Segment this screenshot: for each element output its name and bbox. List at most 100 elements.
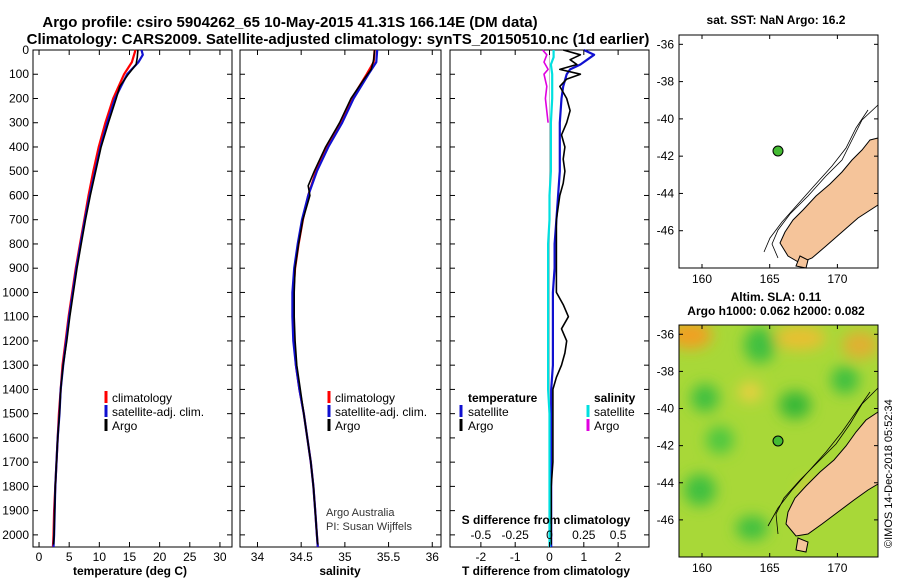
lon-tick-label: 165 — [760, 272, 780, 286]
sst-map-title: sat. SST: NaN Argo: 16.2 — [707, 13, 846, 27]
depth-tick-label: 1700 — [2, 455, 29, 469]
x-tick-label: 36 — [426, 550, 440, 564]
lat-tick-label: -38 — [657, 75, 675, 89]
series-salinity-argo — [541, 49, 549, 123]
depth-tick-label: 200 — [9, 91, 29, 105]
s-diff-tick-label: 0 — [546, 528, 553, 542]
depth-tick-label: 600 — [9, 188, 29, 202]
sst-map-island — [795, 255, 809, 269]
salinity-axes-frame — [239, 49, 442, 548]
temperature-legend: climatology satellite-adj. clim. Argo — [104, 391, 204, 433]
legend-label-sal-argo: Argo — [594, 419, 620, 433]
x-tick-label: 5 — [66, 550, 73, 564]
x-tick-label: 0 — [36, 550, 43, 564]
legend-title-temperature: temperature — [468, 391, 538, 405]
sla-map-float-marker — [772, 435, 784, 447]
depth-tick-label: 1400 — [2, 382, 29, 396]
sla-map-land — [785, 411, 879, 537]
lat-tick-label: -38 — [657, 364, 675, 378]
depth-tick-label: 1900 — [2, 504, 29, 518]
imos-timestamp: ©IMOS 14-Dec-2018 05:52:34 — [883, 399, 895, 548]
title-line-2: Climatology: CARS2009. Satellite-adjuste… — [27, 31, 650, 48]
sla-map-frame — [678, 324, 879, 558]
legend-title-salinity: salinity — [594, 391, 636, 405]
credit-line-2: PI: Susan Wijffels — [326, 521, 412, 533]
salinity-legend: climatology satellite-adj. clim. Argo — [327, 391, 427, 433]
depth-tick-label: 700 — [9, 213, 29, 227]
credit-line-1: Argo Australia — [326, 507, 395, 519]
depth-tick-label: 0 — [22, 43, 29, 57]
s-diff-tick-label: -0.5 — [471, 528, 492, 542]
lon-tick-label: 160 — [692, 561, 712, 575]
series-salinity-satellite — [546, 50, 555, 547]
temperature-panel: 0100200300400500600700800900100011001200… — [2, 43, 233, 564]
legend-label-argo: Argo — [112, 419, 138, 433]
difference-panel: -2 -1 0 1 2 temperature satellite Argo salin… — [449, 49, 650, 564]
salinity-x-label: salinity — [319, 564, 361, 578]
lat-tick-label: -36 — [657, 327, 675, 341]
lon-tick-label: 165 — [760, 561, 780, 575]
x-tick-label: -1 — [510, 550, 521, 564]
x-tick-label: 35 — [338, 550, 352, 564]
sst-map-contour-2000 — [763, 109, 869, 253]
t-difference-label: T difference from climatology — [462, 564, 630, 578]
depth-tick-label: 300 — [9, 116, 29, 130]
legend-label-sal-satellite: satellite — [594, 405, 635, 419]
s-difference-label: S difference from climatology — [462, 513, 631, 527]
lon-tick-label: 170 — [827, 561, 847, 575]
salinity-panel: 34 34.5 35 35.5 36 climatology satellite-adj… — [239, 49, 442, 564]
legend-label-satellite: satellite-adj. clim. — [335, 405, 427, 419]
legend-label-temp-satellite: satellite — [468, 405, 509, 419]
depth-tick-label: 1200 — [2, 334, 29, 348]
depth-tick-label: 1600 — [2, 431, 29, 445]
depth-tick-label: 1300 — [2, 358, 29, 372]
depth-tick-label: 1100 — [3, 310, 29, 324]
depth-tick-label: 1500 — [2, 407, 29, 421]
s-diff-tick-label: 0.5 — [610, 528, 627, 542]
depth-tick-label: 500 — [9, 164, 29, 178]
sst-map-float-marker — [772, 145, 784, 157]
legend-label-temp-argo: Argo — [468, 419, 494, 433]
x-tick-label: 15 — [123, 550, 137, 564]
legend-label-climatology: climatology — [335, 391, 395, 405]
x-tick-label: 20 — [153, 550, 167, 564]
depth-tick-label: 1800 — [2, 479, 29, 493]
x-tick-label: 35.5 — [377, 550, 401, 564]
lat-tick-label: -46 — [657, 513, 675, 527]
x-tick-label: 30 — [213, 550, 227, 564]
depth-tick-label: 400 — [9, 140, 29, 154]
sla-map-contour-2000 — [767, 391, 871, 527]
s-diff-tick-label: -0.25 — [502, 528, 530, 542]
sla-map-title-1: Altim. SLA: 0.11 — [731, 290, 822, 304]
legend-label-argo: Argo — [335, 419, 361, 433]
x-tick-label: 25 — [183, 550, 197, 564]
lat-tick-label: -42 — [657, 439, 675, 453]
title-line-1: Argo profile: csiro 5904262_65 10-May-20… — [42, 14, 537, 31]
lat-tick-label: -42 — [657, 149, 675, 163]
series-argo — [293, 49, 376, 545]
lon-tick-label: 160 — [692, 272, 712, 286]
lat-tick-label: -40 — [657, 402, 675, 416]
temperature-x-label: temperature (deg C) — [73, 564, 187, 578]
depth-tick-label: 900 — [9, 261, 29, 275]
x-tick-label: 1 — [580, 550, 587, 564]
difference-legend: temperature satellite Argo salinity sate… — [459, 391, 636, 433]
sst-map-contour-1000 — [771, 104, 879, 259]
depth-tick-label: 2000 — [2, 528, 29, 542]
lon-tick-label: 170 — [827, 272, 847, 286]
x-tick-label: 34.5 — [289, 550, 313, 564]
x-tick-label: 34 — [251, 550, 265, 564]
x-tick-label: 2 — [615, 550, 622, 564]
lat-tick-label: -44 — [657, 186, 675, 200]
lat-tick-label: -40 — [657, 112, 675, 126]
temperature-axes-frame — [32, 49, 233, 548]
depth-tick-label: 100 — [9, 67, 29, 81]
lat-tick-label: -44 — [657, 476, 675, 490]
sst-map: sat. SST: NaN Argo: 16.2 -36 -38 -40 -42 -44… — [657, 13, 879, 286]
sla-map-island — [795, 537, 809, 553]
sla-map-title-2: Argo h1000: 0.062 h2000: 0.082 — [687, 304, 865, 318]
series-temperature-argo — [550, 49, 582, 545]
x-tick-label: 10 — [93, 550, 107, 564]
legend-label-climatology: climatology — [112, 391, 172, 405]
